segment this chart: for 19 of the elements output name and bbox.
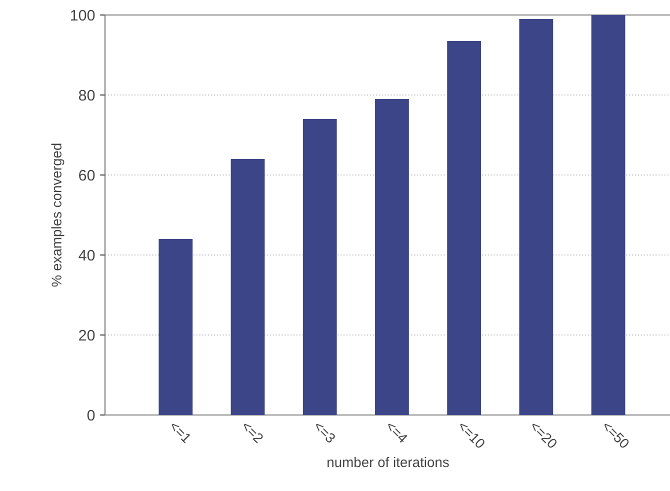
x-tick-label: <=2 [241, 420, 264, 444]
x-tick-label: <=4 [385, 420, 408, 444]
bar [447, 41, 482, 415]
x-tick-label: <=1 [169, 420, 192, 444]
bar [519, 19, 554, 415]
y-tick-label: 80 [78, 90, 95, 101]
x-axis-title: number of iterations [328, 456, 449, 468]
y-tick-label: 20 [79, 330, 95, 341]
bar [158, 239, 193, 415]
bar [230, 159, 265, 415]
y-axis-title: % examples converged [51, 144, 64, 287]
bar [591, 15, 626, 415]
y-tick-label: 40 [78, 250, 95, 261]
y-tick-label: 60 [79, 170, 95, 181]
x-tick-label: <=3 [313, 420, 336, 444]
bar [375, 99, 409, 415]
y-tick-label: 100 [70, 10, 95, 21]
y-tick-label: 0 [87, 410, 95, 421]
bar [302, 119, 337, 415]
